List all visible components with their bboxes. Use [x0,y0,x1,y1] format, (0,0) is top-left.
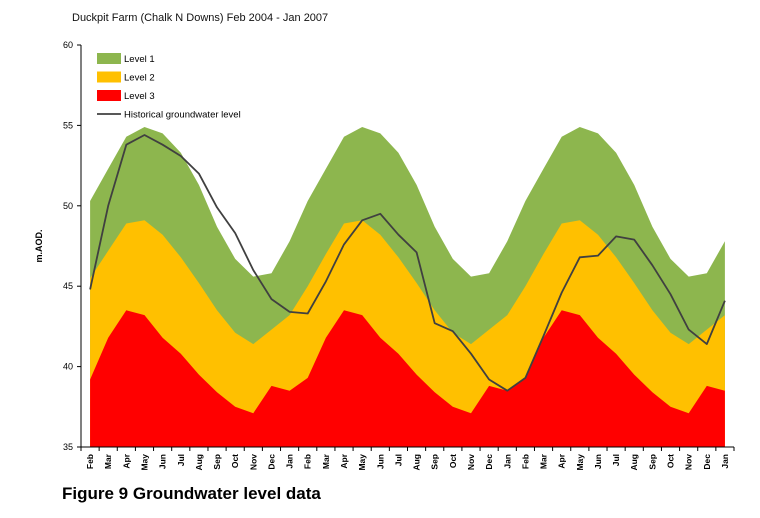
x-tick-label: Sep [212,454,222,470]
x-tick-label: Aug [412,454,422,471]
x-tick-label: May [140,454,150,471]
x-tick-label: Oct [666,454,676,468]
x-tick-label: Dec [702,454,712,470]
legend-swatch [97,71,121,83]
legend-label: Level 1 [124,54,155,65]
x-tick-label: Feb [520,454,530,469]
y-tick-label: 45 [63,281,73,291]
x-tick-label: Jul [611,454,621,466]
y-tick-label: 55 [63,120,73,130]
y-tick-label: 40 [63,362,73,372]
x-tick-label: Jan [285,454,295,469]
x-tick-label: Jul [393,454,403,466]
x-tick-label: May [575,454,585,471]
x-tick-label: Apr [121,453,131,468]
x-tick-label: Jun [593,454,603,469]
legend-swatch [97,90,121,101]
axes: m.AOD. [34,44,735,451]
x-tick-label: Apr [339,453,349,468]
legend-swatch [97,53,121,64]
level-bands [90,127,725,447]
x-tick-label: May [357,454,367,471]
x-tick-label: Nov [684,454,694,470]
legend-label: Level 2 [124,73,155,84]
x-tick-label: Jul [176,454,186,466]
x-tick-label: Apr [557,453,567,468]
x-tick-label: Mar [103,453,113,469]
x-tick-label: Jun [375,454,385,469]
x-tick-label: Aug [194,454,204,471]
x-tick-label: Nov [248,454,258,470]
y-tick-labels: 35 40 45 50 55 60 [63,40,73,452]
x-tick-label: Feb [85,454,95,469]
historical-groundwater-line [89,134,726,392]
x-tick-label: Jan [502,454,512,469]
x-tick-label: Mar [321,453,331,469]
band-level-3 [90,310,725,447]
x-tick-label: Sep [647,454,657,470]
x-tick-label: Mar [539,453,549,469]
y-tick-label: 35 [63,442,73,452]
legend-label: Historical groundwater level [124,110,241,121]
legend-label: Level 3 [124,91,155,102]
x-tick-label: Jun [158,454,168,469]
x-tick-label: Feb [303,454,313,469]
x-tick-label: Nov [466,454,476,470]
y-tick-label: 60 [63,40,73,50]
x-tick-label: Jan [720,454,730,469]
x-tick-label: Oct [230,454,240,468]
y-axis-label: m.AOD. [34,229,44,262]
legend: Level 1 Level 2 Level 3 Historical groundwa… [97,53,241,121]
y-tick-label: 50 [63,201,73,211]
chart-title: Duckpit Farm (Chalk N Downs) Feb 2004 - … [72,12,329,24]
x-tick-label: Dec [267,454,277,470]
figure-caption: Figure 9 Groundwater level data [62,484,321,503]
x-tick-labels: Feb Mar Apr May Jun Jul Aug Sep Oct Nov Dec Jan Feb M… [85,453,730,470]
x-tick-label: Aug [629,454,639,471]
x-tick-label: Sep [430,454,440,470]
x-tick-label: Oct [448,454,458,468]
x-tick-label: Dec [484,454,494,470]
historical-line-group [89,134,726,392]
